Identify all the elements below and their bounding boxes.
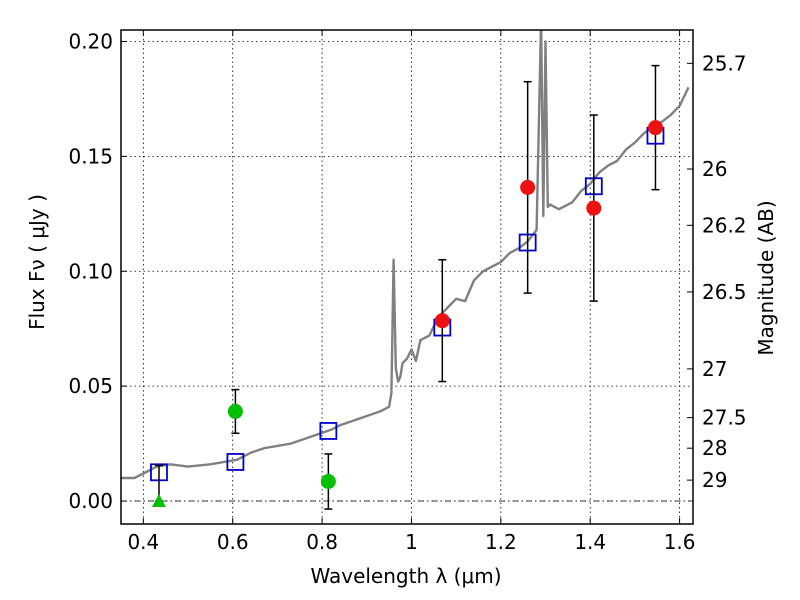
- y-tick-label: 0.00: [68, 489, 113, 513]
- model-square: [226, 453, 245, 471]
- y-axis-title: Flux Fν ( μJy ): [25, 194, 49, 330]
- data-point: [586, 200, 602, 216]
- sed-line: [121, 30, 690, 480]
- y-tick-label: 0.05: [68, 374, 113, 398]
- data-point: [647, 120, 663, 136]
- x-tick-label: 0.6: [217, 530, 249, 554]
- plot-frame: [120, 29, 694, 525]
- tick-labels: 0.4 0.6 0.8 1 1.2 1.4 1.6 0.00 0.05 0.10 0.15 0.20 2…: [68, 29, 746, 554]
- right-axis-title: Magnitude (AB): [754, 200, 778, 355]
- y-tick-label: 0.20: [68, 29, 113, 53]
- upper-limit-triangle: [151, 494, 166, 508]
- right-tick-label: 29: [702, 468, 727, 492]
- right-tick-label: 27.5: [702, 406, 747, 430]
- right-tick-label: 28: [702, 436, 727, 460]
- x-tick-label: 0.4: [127, 530, 159, 554]
- data-point: [320, 473, 336, 489]
- x-axis-title: Wavelength λ (μm): [310, 564, 501, 588]
- tick-marks: [121, 30, 693, 524]
- model-square: [319, 422, 338, 440]
- x-tick-label: 1.6: [664, 530, 696, 554]
- y-tick-label: 0.10: [68, 259, 113, 283]
- right-tick-label: 26.5: [702, 280, 747, 304]
- x-tick-label: 1.2: [485, 530, 517, 554]
- x-tick-label: 1: [405, 530, 418, 554]
- right-tick-label: 25.7: [702, 51, 747, 75]
- data-point: [227, 403, 243, 419]
- data-point: [520, 179, 536, 195]
- right-tick-label: 27: [702, 357, 727, 381]
- grid-lines: [121, 30, 693, 524]
- x-tick-label: 0.8: [306, 530, 338, 554]
- right-tick-label: 26.2: [702, 213, 747, 237]
- data-point: [434, 313, 450, 329]
- x-tick-label: 1.4: [574, 530, 606, 554]
- plot-area: [121, 30, 690, 510]
- y-tick-label: 0.15: [68, 144, 113, 168]
- right-tick-label: 26: [702, 157, 727, 181]
